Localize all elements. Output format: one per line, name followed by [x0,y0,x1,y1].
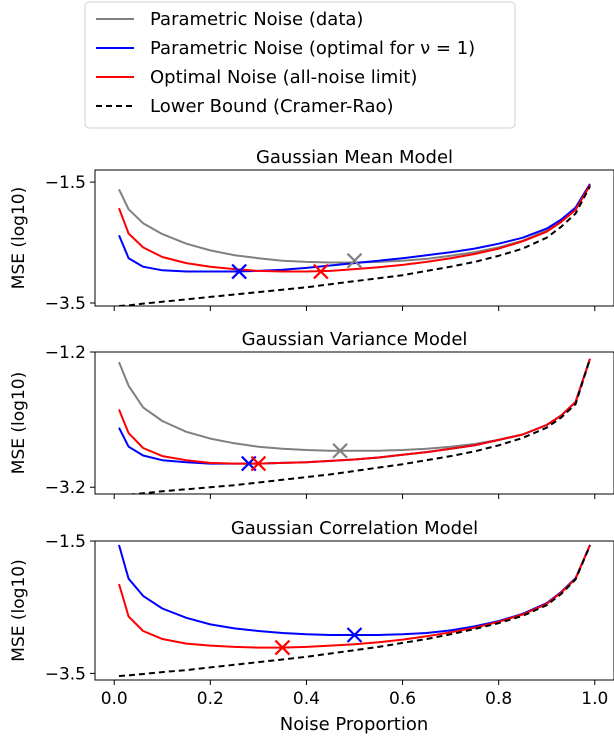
x-tick-label: 0.2 [197,689,224,709]
axes-frame [94,351,614,495]
y-tick-label: −3.5 [45,664,86,684]
y-tick-label: −1.5 [45,173,86,193]
series-line-data [118,184,591,264]
y-axis-label: MSE (log10) [9,559,29,661]
series-line-optimal-nu1 [118,544,591,636]
y-tick-label: −1.2 [45,343,86,363]
series-line-all-noise-limit [118,544,591,649]
chart-panel-3: Gaussian Correlation Model −1.5 −3.5 0.0 0.2… [9,518,614,709]
chart-panel-1: Gaussian Mean Model −1.5 −3.5 MSE (log10) [9,147,614,314]
x-tick-label: 0.4 [293,689,320,709]
panel-title: Gaussian Correlation Model [231,518,478,539]
y-tick-label: −3.5 [45,294,86,314]
legend-frame [84,1,516,129]
x-tick-label: 1.0 [581,689,608,709]
optimum-marker-data [346,252,363,269]
legend: Parametric Noise (data) Parametric Noise … [84,1,516,129]
axes-frame [94,540,614,681]
legend-entry-label: Parametric Noise (data) [150,9,363,30]
x-tick-label: 0.6 [389,689,416,709]
optimum-marker-all-noise-limit [274,639,291,656]
series-line-all-noise-limit [118,358,591,465]
x-tick-label: 0.0 [101,689,128,709]
y-tick-label: −3.2 [45,478,86,498]
series-line-cramer-rao-bound [118,185,591,306]
optimum-marker-optimal-nu1 [346,627,363,643]
series-group [118,358,591,494]
axes-frame [94,169,614,307]
series-group [118,183,591,306]
y-axis-label: MSE (log10) [9,187,29,289]
x-axis-label: Noise Proportion [280,714,429,735]
series-group [118,544,591,677]
series-line-cramer-rao-bound [124,358,591,494]
x-tick-label: 0.8 [485,689,512,709]
series-line-optimal-nu1 [118,358,591,465]
optimum-marker-data [332,442,348,459]
y-axis-label: MSE (log10) [9,372,29,474]
optimum-marker-all-noise-limit [313,263,329,280]
chart-panel-2: Gaussian Variance Model −1.2 −3.2 MSE (log1… [9,329,614,499]
series-line-optimal-nu1 [118,183,591,273]
panel-title: Gaussian Mean Model [256,147,453,168]
panel-title: Gaussian Variance Model [242,329,468,350]
legend-entry-label: Optimal Noise (all-noise limit) [150,67,417,88]
series-line-all-noise-limit [118,184,591,273]
y-tick-label: −1.5 [45,532,86,552]
series-line-cramer-rao-bound [118,545,591,677]
legend-entry-label: Lower Bound (Cramer-Rao) [150,96,394,117]
series-line-data [118,358,591,452]
legend-entry-label: Parametric Noise (optimal for ν = 1) [150,38,475,59]
optimum-marker-all-noise-limit [250,455,267,472]
optimum-marker-optimal-nu1 [231,263,247,280]
